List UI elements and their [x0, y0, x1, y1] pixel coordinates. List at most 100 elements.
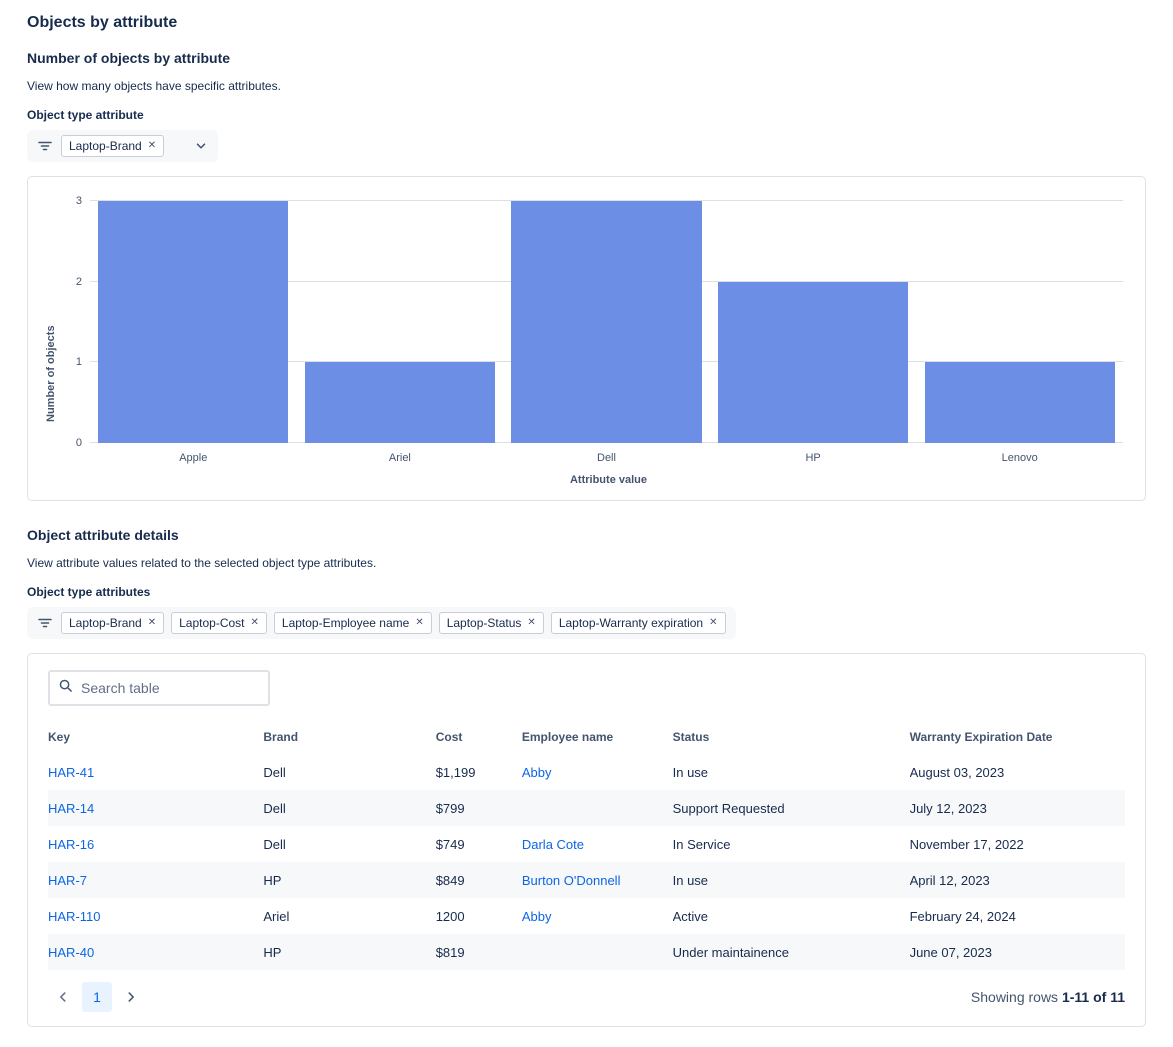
object-key-link[interactable]: HAR-14: [48, 800, 95, 816]
bar-slot: [90, 201, 297, 443]
employee-link[interactable]: Abby: [521, 908, 552, 924]
filter-tag-label: Laptop-Status: [446, 616, 522, 630]
table-cell: [522, 790, 673, 826]
bar-slot: [916, 201, 1123, 443]
next-page-button[interactable]: [116, 982, 146, 1012]
rows-summary-prefix: Showing rows: [970, 989, 1059, 1005]
table-cell: Under maintainence: [672, 944, 789, 960]
table-row: HAR-7 HP $849 Burton O'Donnell In use April 1…: [48, 862, 1125, 898]
table-cell: HAR-41: [48, 754, 263, 790]
table-cell: HP: [263, 872, 282, 888]
chart-filter-tag-list: Laptop-Brand ✕: [61, 135, 165, 157]
bar-ariel: [304, 362, 495, 443]
filter-tag: Laptop-Status ✕: [438, 612, 544, 634]
x-axis-label: Attribute value: [569, 474, 647, 486]
gridline: [90, 200, 1123, 201]
table-cell: April 12, 2023: [909, 872, 990, 888]
bar-dell: [511, 201, 702, 443]
attribute-details-table: Key Brand Cost Employee name Status Warranty …: [48, 720, 1125, 970]
x-tick-labels: Apple Ariel Dell HP Lenovo: [90, 452, 1123, 464]
table-cell: Dell: [263, 836, 286, 852]
column-header: Employee name: [521, 730, 614, 744]
bar-slot: [710, 201, 917, 443]
search-icon: [58, 678, 73, 698]
table-cell: HAR-40: [48, 934, 263, 970]
table-cell: June 07, 2023: [909, 944, 992, 960]
pagination: 1: [48, 982, 146, 1012]
remove-tag-icon[interactable]: ✕: [250, 617, 259, 628]
remove-tag-icon[interactable]: ✕: [709, 617, 718, 628]
bar-chart-card: Number of objects 0 1 2 3 Apple Ariel Dell HP L…: [27, 176, 1146, 501]
y-tick-label: 3: [75, 195, 82, 207]
filter-tag-label: Laptop-Employee name: [281, 616, 410, 630]
table-cell: HAR-16: [48, 826, 263, 862]
remove-tag-icon[interactable]: ✕: [527, 617, 536, 628]
table-cell: $849: [435, 872, 465, 888]
table-cell: Support Requested: [672, 800, 785, 816]
employee-link[interactable]: Darla Cote: [521, 836, 584, 852]
chart-section-heading: Number of objects by attribute: [27, 50, 231, 66]
table-footer: 1 Showing rows 1-11 of 11: [48, 982, 1125, 1012]
table-row: HAR-41 Dell $1,199 Abby In use August 03, 202…: [48, 754, 1125, 790]
table-cell: Darla Cote: [522, 826, 673, 862]
remove-tag-icon[interactable]: ✕: [147, 617, 157, 628]
table-cell: July 12, 2023: [909, 800, 987, 816]
table-cell: In use: [672, 764, 709, 780]
bar-chart: 0 1 2 3: [76, 195, 1123, 449]
filter-tag: Laptop-Brand ✕: [61, 135, 165, 157]
object-key-link[interactable]: HAR-40: [48, 944, 95, 960]
y-tick-label: 1: [75, 356, 82, 369]
column-header: Cost: [435, 730, 463, 744]
y-tick-label: 0: [75, 437, 82, 449]
bar-apple: [98, 201, 289, 443]
object-type-attribute-select[interactable]: Laptop-Brand ✕: [27, 130, 219, 162]
table-cell: $749: [435, 836, 465, 852]
bar-lenovo: [924, 362, 1115, 443]
column-header: Warranty Expiration Date: [909, 730, 1053, 744]
x-tick-label: Dell: [597, 452, 616, 464]
object-type-attributes-label: Object type attributes: [27, 585, 151, 599]
object-key-link[interactable]: HAR-41: [48, 764, 95, 780]
page-1-button[interactable]: 1: [82, 982, 112, 1012]
remove-tag-icon[interactable]: ✕: [147, 140, 157, 151]
table-cell: HAR-110: [48, 898, 263, 934]
table-cell: August 03, 2023: [909, 764, 1005, 780]
filter-icon: [37, 138, 53, 154]
filter-tag-label: Laptop-Warranty expiration: [558, 616, 704, 630]
bar-hp: [718, 281, 909, 443]
filter-tag: Laptop-Employee name ✕: [273, 612, 432, 634]
employee-link[interactable]: Abby: [521, 764, 552, 780]
table-cell: Ariel: [263, 908, 290, 924]
previous-page-button[interactable]: [48, 982, 78, 1012]
table-cell: Dell: [263, 800, 286, 816]
table-cell: $799: [435, 800, 465, 816]
y-tick-label: 2: [75, 275, 82, 288]
remove-tag-icon[interactable]: ✕: [415, 617, 424, 628]
object-type-attributes-select[interactable]: Laptop-Brand ✕ Laptop-Cost ✕ Laptop-Employee…: [27, 607, 736, 639]
column-header: Brand: [263, 730, 299, 744]
table-cell: HAR-7: [48, 862, 263, 898]
table-cell: Dell: [263, 764, 286, 780]
search-input[interactable]: [81, 680, 260, 696]
y-axis-label: Number of objects: [45, 325, 57, 422]
employee-link[interactable]: Burton O'Donnell: [521, 872, 621, 888]
bars-row: [90, 201, 1123, 443]
filter-tag: Laptop-Warranty expiration ✕: [550, 612, 726, 634]
bar-slot: [503, 201, 710, 443]
table-header-row: Key Brand Cost Employee name Status Warranty …: [48, 720, 1125, 754]
table-cell: [522, 934, 673, 970]
table-cell: $1,199: [435, 764, 476, 780]
page-title: Objects by attribute: [27, 14, 178, 31]
object-key-link[interactable]: HAR-110: [48, 908, 101, 924]
details-section-description: View attribute values related to the sel…: [27, 556, 377, 570]
chart-section-description: View how many objects have specific attr…: [27, 79, 281, 93]
chevron-down-icon[interactable]: [194, 139, 208, 153]
column-header: Key: [48, 730, 71, 744]
filter-tag-label: Laptop-Brand: [69, 139, 142, 153]
table-row: HAR-110 Ariel 1200 Abby Active February 24, 2…: [48, 898, 1125, 934]
x-tick-label: Ariel: [388, 452, 411, 464]
object-key-link[interactable]: HAR-7: [48, 872, 88, 888]
table-cell: HAR-14: [48, 790, 263, 826]
object-key-link[interactable]: HAR-16: [48, 836, 95, 852]
